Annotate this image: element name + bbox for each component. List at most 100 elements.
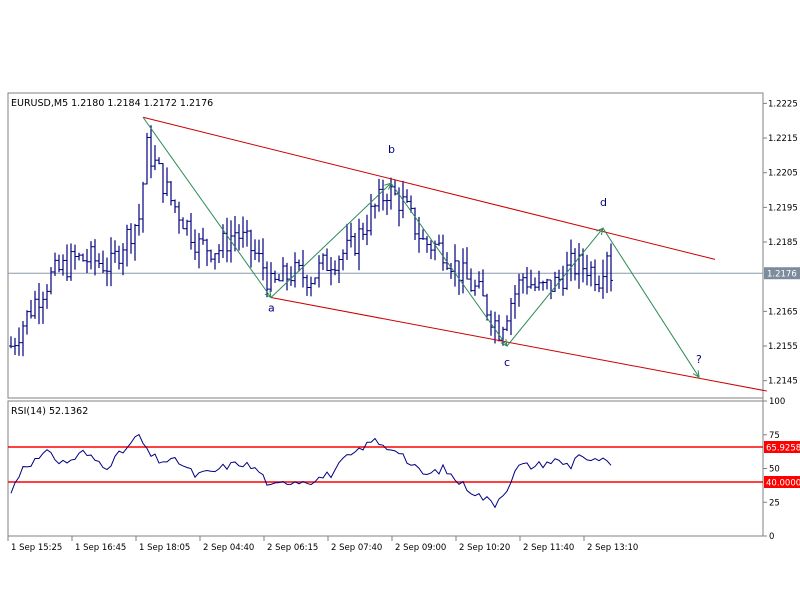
ohlc-bar bbox=[101, 250, 105, 274]
ohlc-bar bbox=[261, 238, 265, 281]
ohlc-bar bbox=[353, 232, 357, 256]
ohlc-bar bbox=[513, 285, 517, 319]
ohlc-bar bbox=[277, 273, 281, 282]
ohlc-bar bbox=[69, 243, 73, 281]
ohlc-bar bbox=[545, 278, 549, 290]
ohlc-bar bbox=[421, 229, 425, 240]
ohlc-bar bbox=[465, 247, 469, 280]
ohlc-bar bbox=[205, 238, 209, 267]
ohlc-bar bbox=[113, 240, 117, 263]
ohlc-bar bbox=[185, 219, 189, 236]
ohlc-bar bbox=[85, 248, 89, 274]
channel-lower-line bbox=[270, 296, 768, 392]
ohlc-bar bbox=[177, 201, 181, 234]
ohlc-bar bbox=[509, 297, 513, 336]
ohlc-bar bbox=[329, 257, 333, 286]
ohlc-bar bbox=[529, 269, 533, 289]
ohlc-bar bbox=[301, 249, 305, 288]
ohlc-bar bbox=[237, 224, 241, 251]
ohlc-bar bbox=[133, 223, 137, 261]
ohlc-bar bbox=[305, 274, 309, 296]
ohlc-bar bbox=[245, 220, 249, 247]
x-tick-label: 2 Sep 10:20 bbox=[459, 543, 510, 553]
rsi-y-tick-label: 75 bbox=[769, 431, 780, 441]
ohlc-bar bbox=[409, 195, 413, 213]
y-tick-label: 1.2155 bbox=[768, 342, 798, 352]
axes: 1.2225 1.2215 1.2205 1.2195 1.2185 1.2165 1.21… bbox=[7, 99, 800, 553]
ohlc-bar bbox=[273, 270, 277, 283]
ohlc-bar bbox=[9, 336, 13, 349]
ohlc-bar bbox=[145, 132, 149, 185]
ohlc-bar bbox=[297, 259, 301, 272]
ohlc-bar bbox=[213, 253, 217, 270]
y-tick-label: 1.2145 bbox=[768, 377, 798, 387]
ohlc-bar bbox=[201, 227, 205, 245]
ohlc-bar bbox=[197, 233, 201, 269]
wave-arrow-line bbox=[270, 182, 392, 298]
ohlc-bar bbox=[117, 245, 121, 270]
ohlc-bar bbox=[41, 291, 45, 324]
ohlc-bar bbox=[285, 262, 289, 291]
ohlc-bar bbox=[137, 203, 141, 236]
rsi-line bbox=[10, 433, 612, 509]
main-pane-frame bbox=[7, 92, 764, 399]
wave-arrow-line bbox=[390, 182, 508, 347]
ohlc-bar bbox=[361, 222, 365, 240]
ohlc-bar bbox=[17, 327, 21, 356]
rsi-y-tick-label: 0 bbox=[769, 532, 774, 542]
ohlc-bar bbox=[337, 255, 341, 284]
ohlc-bar bbox=[601, 259, 605, 299]
y-tick-label: 1.2165 bbox=[768, 307, 798, 317]
x-tick-label: 1 Sep 18:05 bbox=[139, 543, 190, 553]
x-tick-label: 2 Sep 04:40 bbox=[203, 543, 254, 553]
ohlc-bar bbox=[609, 243, 613, 292]
ohlc-bar bbox=[317, 255, 321, 288]
ohlc-bar bbox=[517, 273, 521, 307]
rsi-y-tick-label: 50 bbox=[769, 465, 780, 475]
ohlc-bar bbox=[537, 270, 541, 291]
ohlc-bar bbox=[405, 189, 409, 203]
ohlc-bar bbox=[541, 280, 545, 291]
ohlc-bar bbox=[605, 251, 609, 294]
ohlc-bar bbox=[341, 249, 345, 271]
x-tick-label: 2 Sep 06:15 bbox=[267, 543, 318, 553]
price-chart: a b c d? bbox=[8, 116, 768, 392]
ohlc-bar bbox=[313, 277, 317, 285]
ohlc-bar bbox=[293, 252, 297, 288]
ohlc-bar bbox=[109, 237, 113, 287]
ohlc-bar bbox=[129, 223, 133, 254]
x-tick-label: 2 Sep 11:40 bbox=[523, 543, 574, 553]
ohlc-bar bbox=[281, 257, 285, 282]
ohlc-bar bbox=[349, 222, 353, 248]
ohlc-bar bbox=[321, 253, 325, 271]
wave-arrow-line bbox=[142, 116, 272, 298]
ohlc-bar bbox=[505, 315, 509, 332]
ohlc-bar bbox=[209, 249, 213, 263]
ohlc-bar bbox=[521, 273, 525, 294]
ohlc-bar bbox=[589, 261, 593, 287]
ohlc-bar bbox=[81, 253, 85, 262]
wave-arrow-line bbox=[506, 227, 604, 347]
ohlc-bar bbox=[525, 267, 529, 295]
ohlc-bar bbox=[269, 262, 273, 292]
ohlc-bar bbox=[73, 244, 77, 270]
ohlc-bar bbox=[449, 262, 453, 279]
ohlc-bar bbox=[217, 244, 221, 264]
ohlc-bar bbox=[153, 145, 157, 171]
ohlc-bar bbox=[193, 229, 197, 261]
wave-arrow-line bbox=[602, 227, 700, 378]
ohlc-bar bbox=[585, 254, 589, 286]
ohlc-bar bbox=[173, 199, 177, 213]
ohlc-bar bbox=[369, 193, 373, 236]
ohlc-bar bbox=[477, 271, 481, 289]
ohlc-bar bbox=[249, 229, 253, 268]
x-tick-label: 2 Sep 09:00 bbox=[395, 543, 446, 553]
ohlc-bar bbox=[33, 290, 37, 319]
x-tick-label: 2 Sep 07:40 bbox=[331, 543, 382, 553]
last-price-tag bbox=[764, 267, 800, 280]
rsi-level-tag bbox=[764, 476, 800, 488]
ohlc-bar bbox=[45, 284, 49, 309]
ohlc-bar bbox=[385, 193, 389, 215]
ohlc-bar bbox=[365, 214, 369, 246]
